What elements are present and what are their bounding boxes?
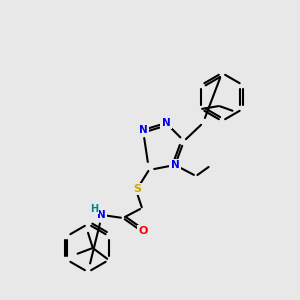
Text: N: N <box>97 210 105 220</box>
Text: O: O <box>138 226 148 236</box>
Text: H: H <box>90 204 98 214</box>
Text: S: S <box>133 184 141 194</box>
Text: N: N <box>171 160 179 170</box>
Text: N: N <box>139 125 147 135</box>
Text: N: N <box>162 118 170 128</box>
